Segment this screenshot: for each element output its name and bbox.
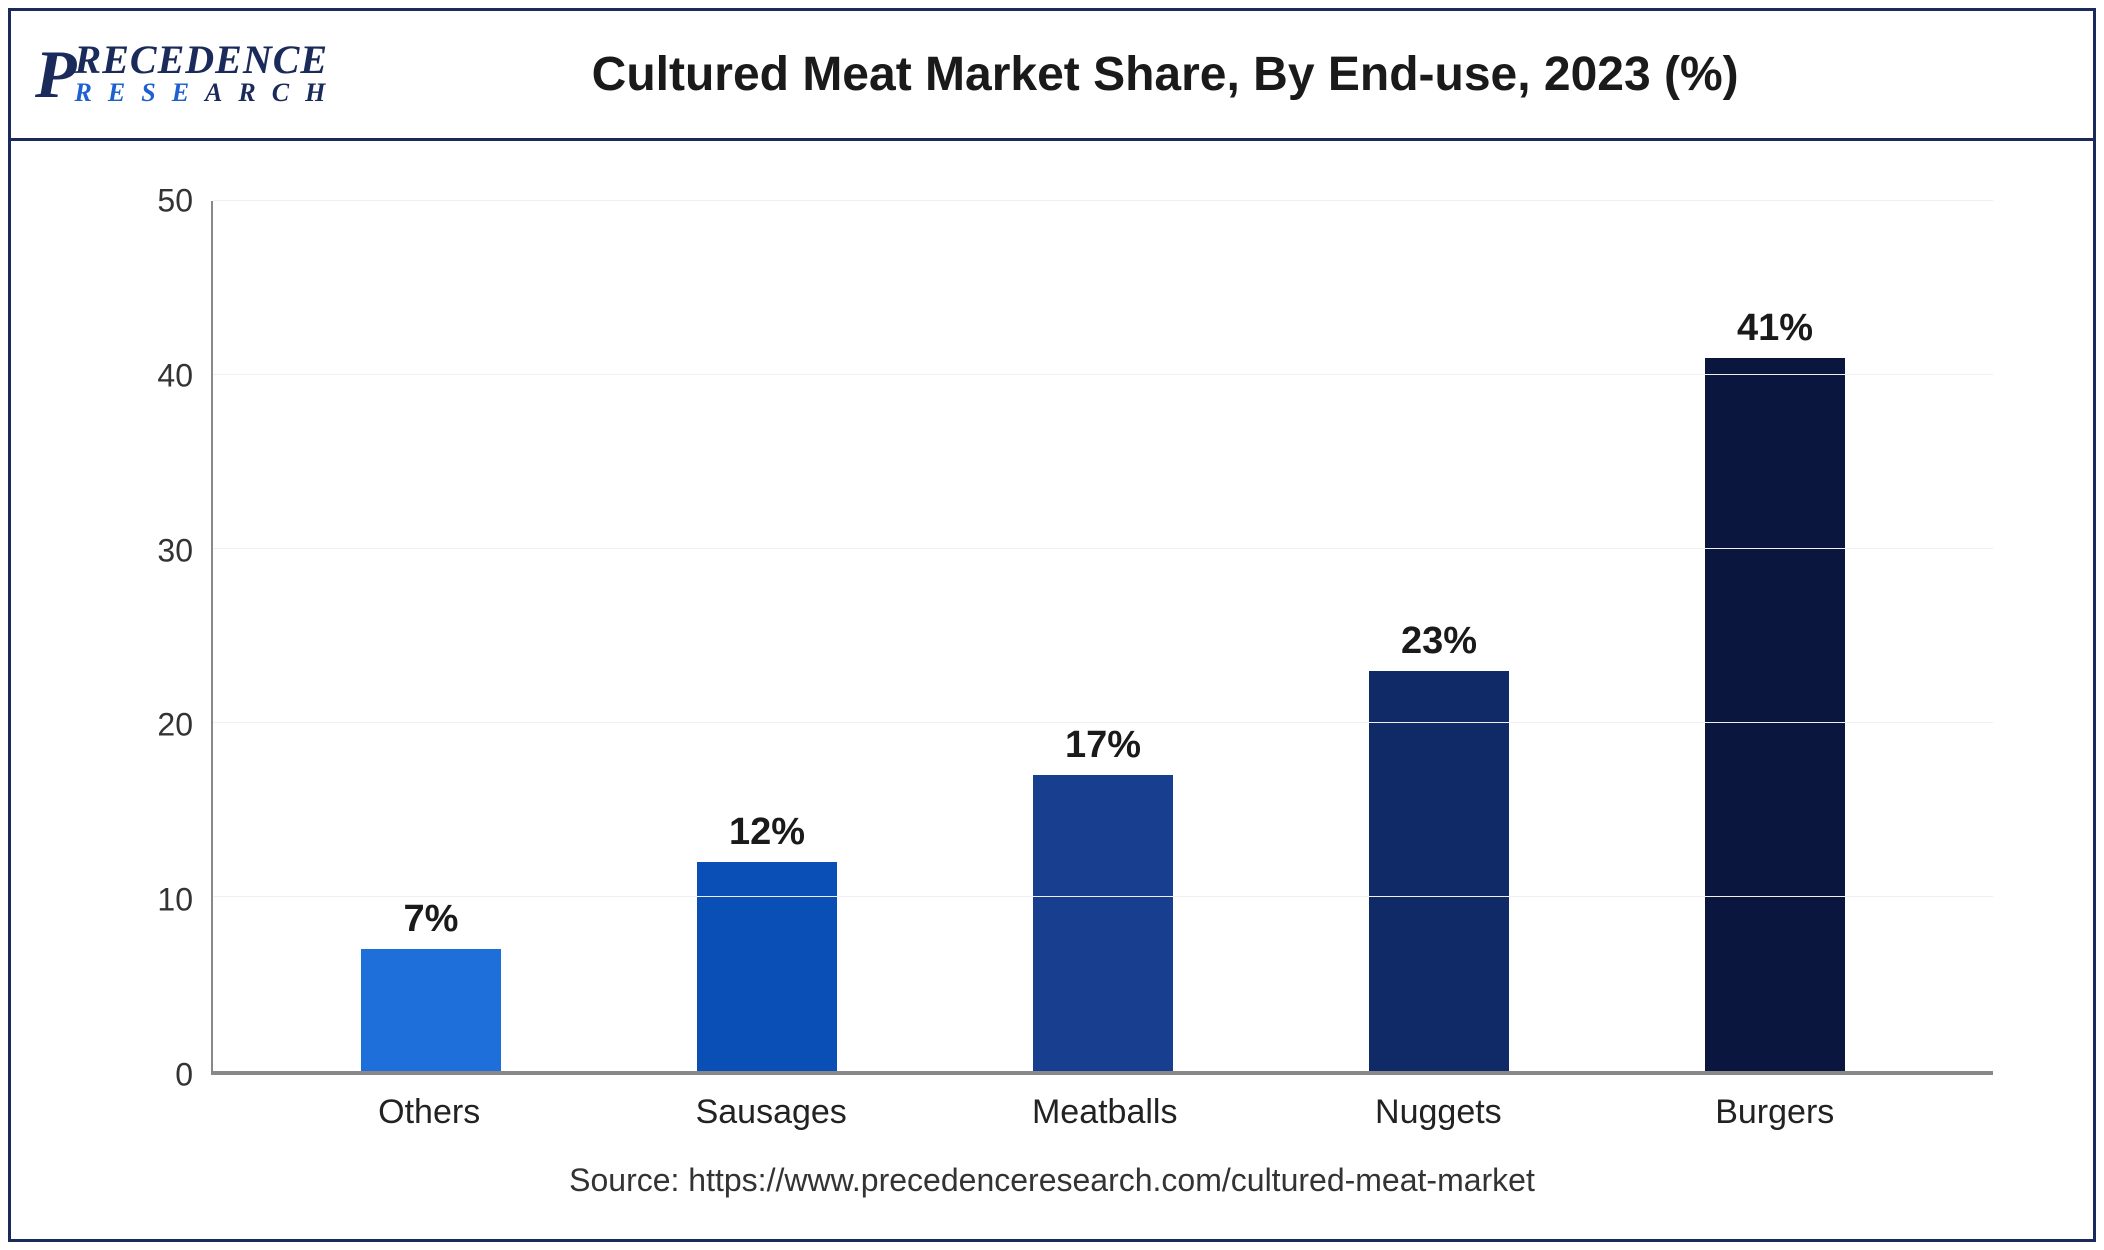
chart-title: Cultured Meat Market Share, By End-use, … (381, 47, 2069, 102)
bar (1369, 671, 1509, 1071)
chart-frame: P RECEDENCE RESEARCH Cultured Meat Marke… (8, 8, 2096, 1242)
logo-letter: P (35, 35, 77, 114)
y-tick: 0 (175, 1057, 193, 1094)
chart-area: 0 10 20 30 40 50 7% 12% 17% 23% 41% Others Sausage… (11, 141, 2093, 1239)
y-tick: 40 (157, 357, 193, 394)
bar-group: 41% (1705, 307, 1845, 1071)
bar-group: 12% (697, 811, 837, 1071)
source-line: Source: https://www.precedenceresearch.c… (111, 1132, 1993, 1219)
bar-value-label: 41% (1737, 307, 1813, 350)
x-tick: Meatballs (1032, 1093, 1172, 1132)
gridline (213, 896, 1993, 897)
bar (1705, 358, 1845, 1071)
logo-sub-text: RESEARCH (75, 78, 342, 108)
plot-row: 01020304050 7%12%17%23%41% (111, 201, 1993, 1075)
plot: 7% 12% 17% 23% 41% (211, 201, 1993, 1075)
y-tick: 20 (157, 707, 193, 744)
gridline (213, 722, 1993, 723)
y-tick: 30 (157, 532, 193, 569)
source-prefix: Source: (569, 1162, 688, 1198)
header-row: P RECEDENCE RESEARCH Cultured Meat Marke… (11, 11, 2093, 141)
bar (697, 862, 837, 1071)
source-url: https://www.precedenceresearch.com/cultu… (688, 1162, 1535, 1198)
x-tick: Others (359, 1093, 499, 1132)
gridline (213, 548, 1993, 549)
x-axis: Others Sausages Meatballs Nuggets Burgers (211, 1075, 1993, 1132)
bars-container: 7% 12% 17% 23% 41% (213, 201, 1993, 1071)
logo-top-text: RECEDENCE (75, 37, 329, 82)
bar-group: 17% (1033, 724, 1173, 1071)
bar-group: 7% (361, 898, 501, 1071)
x-tick: Sausages (696, 1093, 836, 1132)
bar-group: 23% (1369, 620, 1509, 1071)
bar-value-label: 23% (1401, 620, 1477, 663)
bar-value-label: 17% (1065, 724, 1141, 767)
logo: P RECEDENCE RESEARCH (35, 35, 341, 114)
y-tick: 50 (157, 183, 193, 220)
bar (1033, 775, 1173, 1071)
bar-value-label: 12% (729, 811, 805, 854)
bar (361, 949, 501, 1071)
y-axis: 01020304050 (111, 201, 211, 1075)
x-tick: Burgers (1705, 1093, 1845, 1132)
y-tick: 10 (157, 882, 193, 919)
gridline (213, 200, 1993, 201)
gridline (213, 374, 1993, 375)
x-tick: Nuggets (1368, 1093, 1508, 1132)
bar-value-label: 7% (404, 898, 459, 941)
